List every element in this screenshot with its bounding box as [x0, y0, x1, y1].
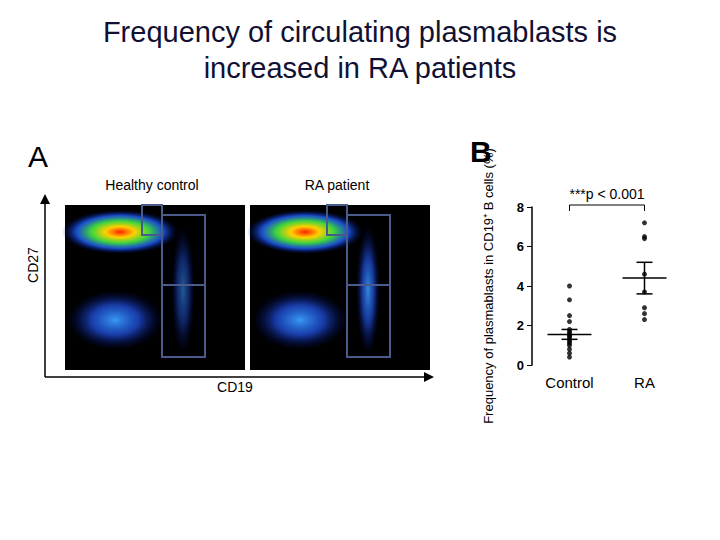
svg-text:RA: RA [634, 374, 655, 391]
svg-text:A: A [28, 140, 48, 173]
svg-text:0: 0 [517, 358, 524, 373]
svg-text:CD19: CD19 [217, 379, 253, 395]
svg-text:4: 4 [517, 279, 525, 294]
svg-text:6: 6 [517, 239, 524, 254]
svg-text:8: 8 [517, 200, 524, 215]
svg-text:2: 2 [517, 318, 524, 333]
svg-text:RA patient: RA patient [305, 177, 370, 193]
html-text:Frequency of circulating plasm: Frequency of circulating plasmablasts is… [102, 16, 618, 84]
svg-text:Healthy control: Healthy control [105, 177, 198, 193]
svg-text:Control: Control [545, 374, 593, 391]
svg-text:CD27: CD27 [25, 247, 41, 283]
svg-text:Frequency of plasmablasts in C: Frequency of plasmablasts in CD19⁺ B cel… [481, 148, 496, 424]
svg-text:***p < 0.001: ***p < 0.001 [569, 186, 644, 202]
